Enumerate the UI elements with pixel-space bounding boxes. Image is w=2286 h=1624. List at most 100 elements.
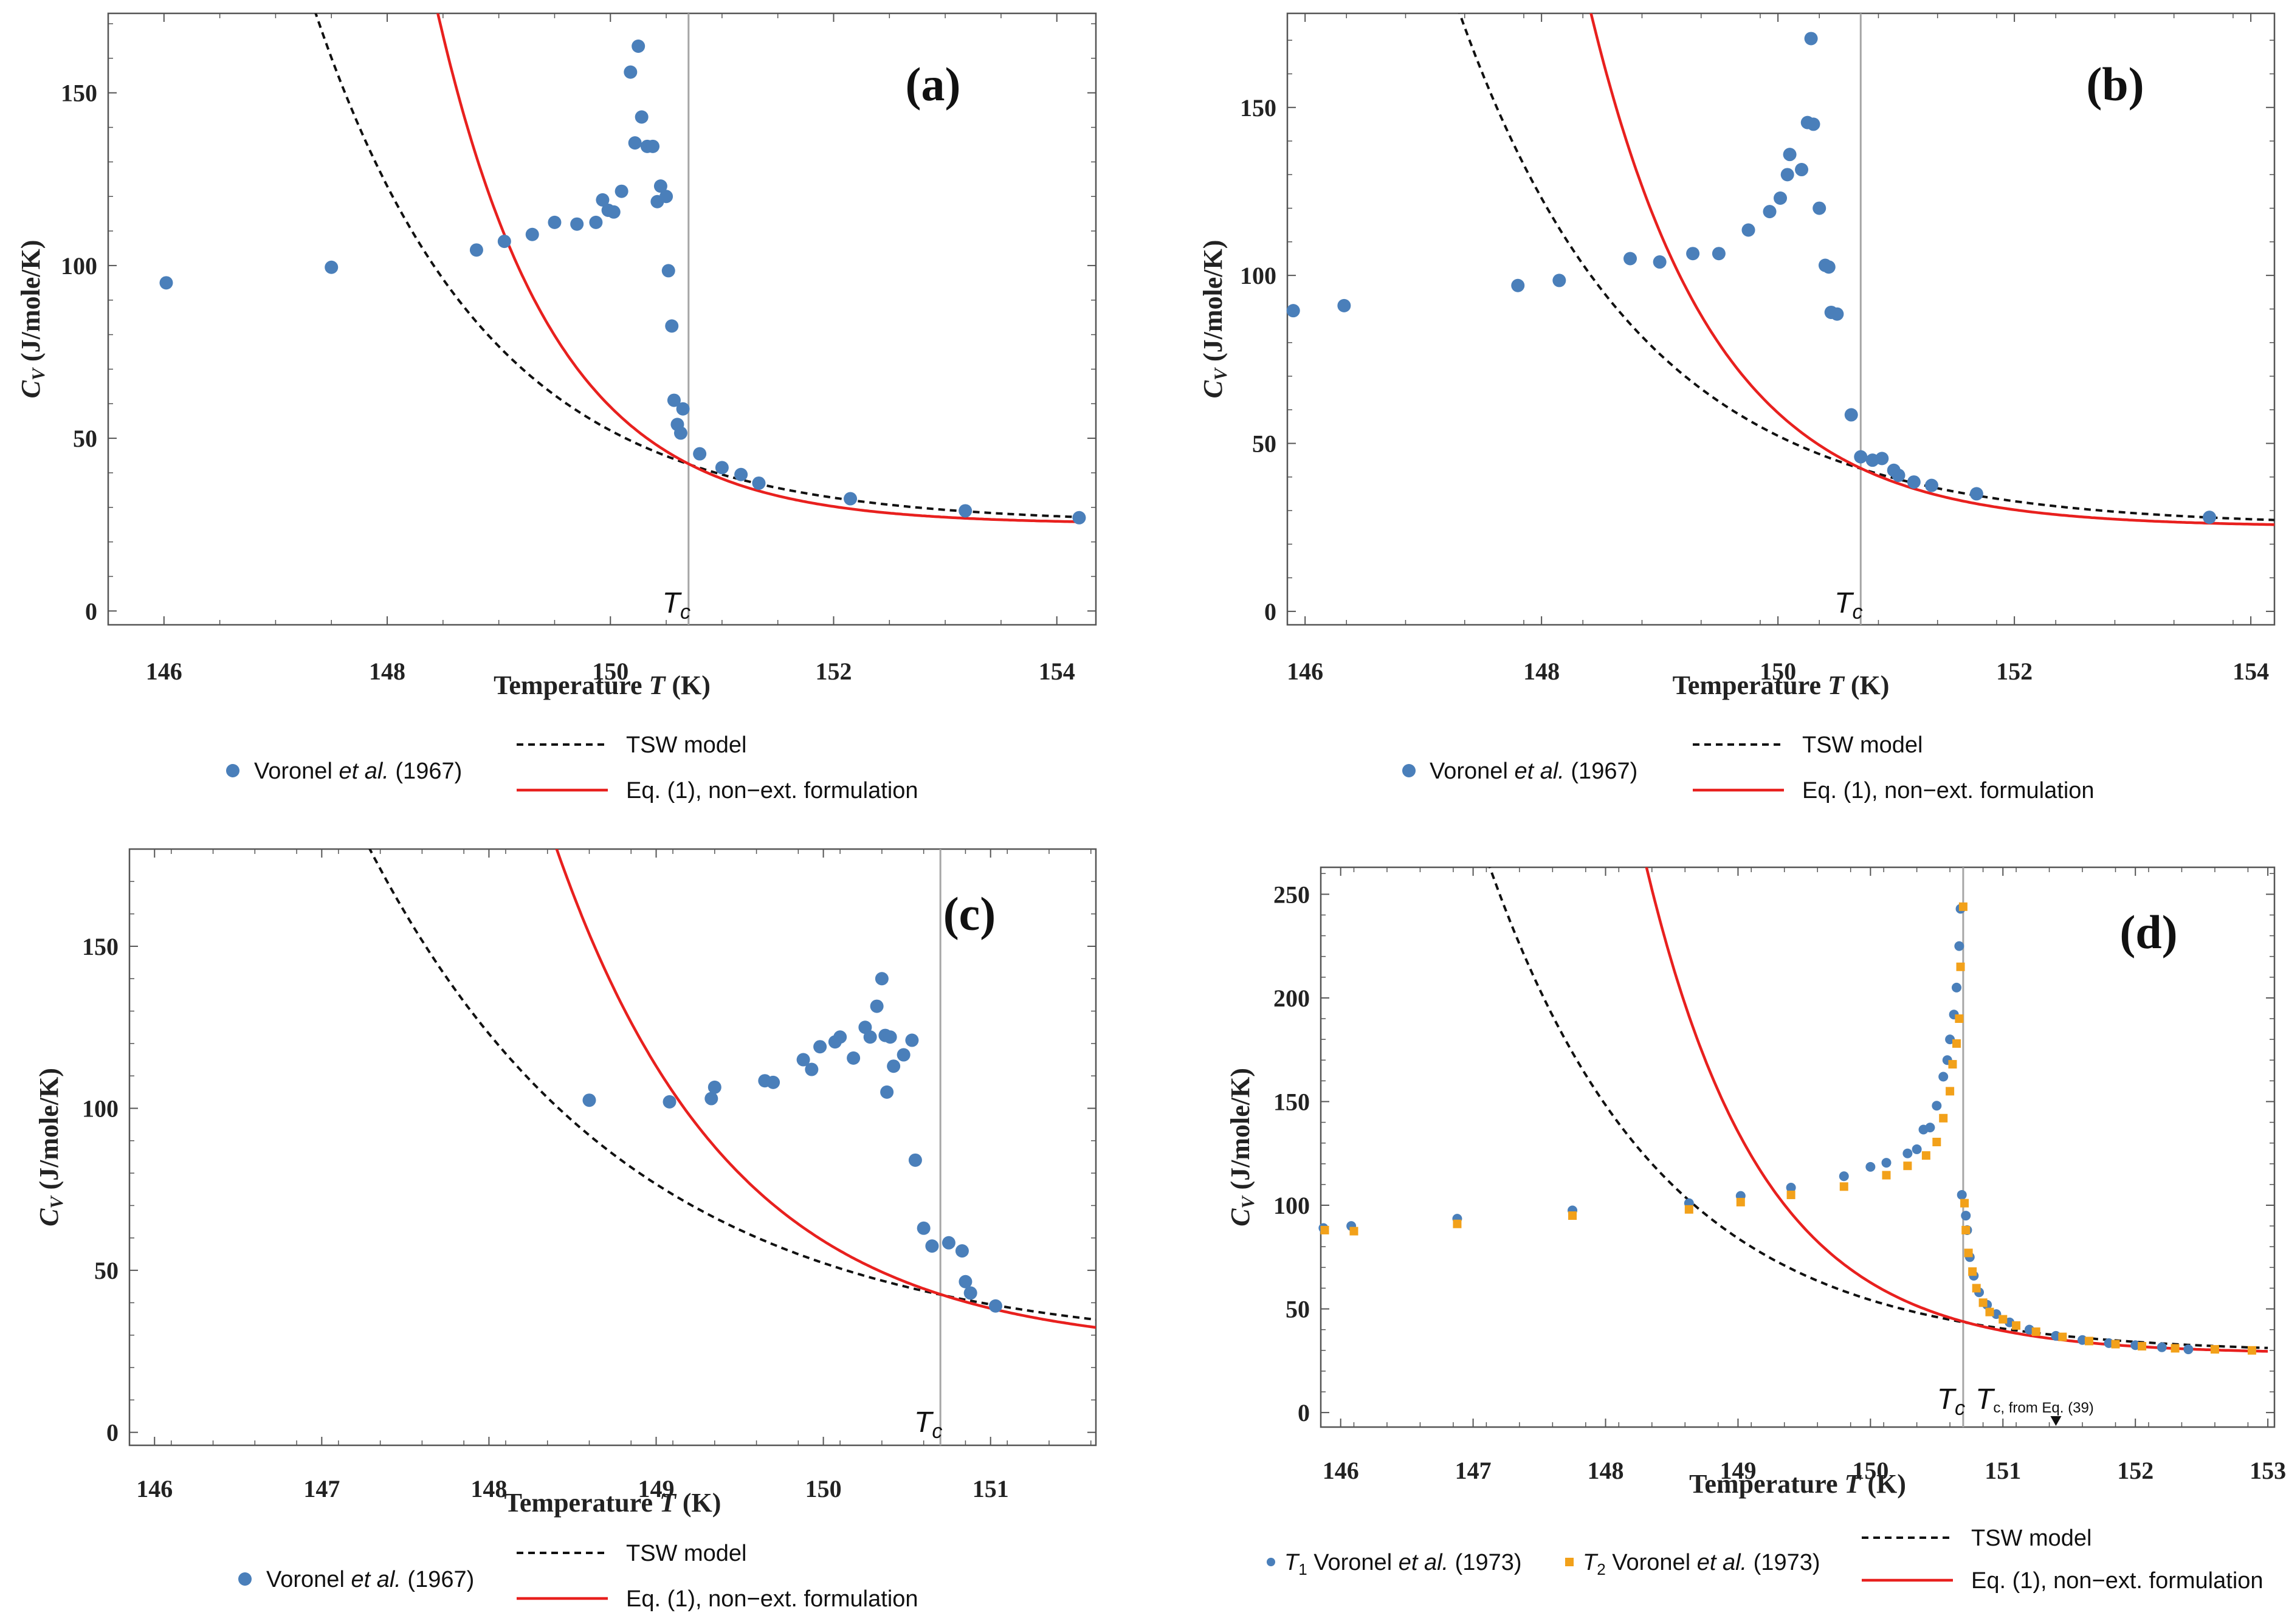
x-tick-label: 152 xyxy=(1996,658,2033,685)
data-point xyxy=(653,179,667,193)
data-point xyxy=(1072,511,1086,525)
data-point-t2 xyxy=(1453,1219,1462,1228)
data-point-t1 xyxy=(1786,1183,1796,1193)
y-tick-label: 100 xyxy=(1240,262,1276,289)
data-point-t2 xyxy=(1921,1151,1930,1160)
data-point xyxy=(897,1048,911,1062)
y-tick-label: 100 xyxy=(1273,1192,1310,1219)
data-point xyxy=(1875,452,1889,466)
x-tick-label: 148 xyxy=(470,1475,507,1502)
panel-label: (d) xyxy=(2119,906,2177,958)
y-tick-label: 0 xyxy=(106,1419,119,1447)
data-point xyxy=(796,1053,810,1067)
y-tick-label: 50 xyxy=(1286,1296,1310,1323)
x-tick-label: 148 xyxy=(1588,1457,1624,1484)
data-point-t2 xyxy=(1932,1137,1941,1146)
data-point-t2 xyxy=(1968,1267,1977,1276)
data-point xyxy=(1783,148,1797,162)
data-point-t2 xyxy=(2012,1321,2021,1330)
data-point xyxy=(1337,298,1351,312)
data-point-t1 xyxy=(1938,1072,1949,1082)
data-point-t1 xyxy=(1961,1211,1971,1221)
data-point xyxy=(1623,252,1637,266)
data-point-t2 xyxy=(1568,1211,1577,1220)
data-point xyxy=(1806,117,1820,131)
data-point xyxy=(1844,408,1858,422)
data-point-t2 xyxy=(1786,1190,1795,1199)
plot-frame xyxy=(128,848,1097,1447)
eq1-curve xyxy=(1589,13,2274,526)
x-axis-title: Temperature T (K) xyxy=(1689,1469,1906,1499)
x-tick-label: 146 xyxy=(1287,658,1323,685)
data-point xyxy=(887,1059,901,1073)
y-tick-label: 0 xyxy=(1264,598,1276,625)
data-point-t1 xyxy=(1952,982,1961,993)
data-point xyxy=(570,217,584,231)
data-point-t2 xyxy=(1903,1161,1912,1171)
legend-label-eq1: Eq. (1), non−ext. formulation xyxy=(626,778,918,803)
data-point xyxy=(661,264,675,278)
data-point xyxy=(870,999,884,1013)
data-point-t1 xyxy=(2183,1344,2194,1355)
data-point xyxy=(715,461,729,475)
data-point xyxy=(847,1051,861,1065)
data-point xyxy=(1804,32,1818,46)
x-tick-label: 148 xyxy=(369,658,405,685)
data-point xyxy=(813,1040,827,1054)
data-point xyxy=(1763,205,1777,219)
legend-dot-marker xyxy=(226,764,239,777)
x-tick-label: 150 xyxy=(592,658,628,685)
data-point xyxy=(1907,475,1921,489)
data-point xyxy=(1924,478,1938,492)
data-point xyxy=(1830,307,1844,321)
x-tick-label: 147 xyxy=(303,1475,340,1502)
data-point-t2 xyxy=(1952,1039,1961,1048)
legend: Voronel et al. (1967) TSW model Eq. (1), n… xyxy=(238,1541,918,1612)
y-tick-label: 100 xyxy=(61,252,97,280)
data-point xyxy=(665,319,679,333)
data-point xyxy=(805,1062,819,1076)
data-point xyxy=(2203,511,2217,525)
x-axis-title: Temperature T (K) xyxy=(494,670,711,700)
tc-eq39-arrow xyxy=(2050,1416,2062,1426)
data-point-t2 xyxy=(1958,902,1968,911)
y-axis-title: CV (J/mole/K) xyxy=(1198,240,1231,399)
data-point xyxy=(1854,450,1868,464)
data-point-t2 xyxy=(2171,1344,2180,1353)
data-point xyxy=(925,1239,939,1253)
data-point-t2 xyxy=(1939,1113,1948,1123)
data-point xyxy=(632,39,646,53)
data-point xyxy=(942,1236,955,1250)
data-point xyxy=(1892,469,1906,483)
tc-label: Tc xyxy=(1834,587,1862,624)
plot-frame xyxy=(1286,12,2276,626)
y-tick-label: 150 xyxy=(61,80,97,107)
data-point-t1 xyxy=(1839,1171,1849,1182)
tsw-model-curve xyxy=(1489,867,2268,1349)
data-point-t2 xyxy=(1736,1197,1745,1206)
x-tick-label: 150 xyxy=(805,1475,842,1502)
tc-label: Tc xyxy=(1937,1383,1965,1420)
data-point xyxy=(752,476,766,490)
panel-label: (b) xyxy=(2086,58,2144,111)
legend-label-tsw: TSW model xyxy=(626,732,746,758)
y-axis-title: CV (J/mole/K) xyxy=(1225,1068,1258,1227)
x-tick-label: 153 xyxy=(2250,1457,2286,1484)
y-tick-label: 50 xyxy=(73,425,97,452)
y-tick-label: 250 xyxy=(1273,881,1310,908)
data-point xyxy=(734,467,748,481)
eq1-curve xyxy=(555,849,1096,1329)
data-point xyxy=(1511,278,1525,292)
legend-dot-marker xyxy=(1267,1558,1275,1566)
data-point xyxy=(988,1299,1002,1313)
data-point xyxy=(844,492,858,506)
data-point xyxy=(1686,247,1700,261)
data-point-t2 xyxy=(1684,1205,1693,1214)
data-point xyxy=(917,1221,931,1235)
data-point xyxy=(959,504,973,518)
data-point xyxy=(628,136,642,150)
tc-label: Tc xyxy=(914,1406,942,1443)
y-tick-label: 50 xyxy=(1252,430,1276,458)
data-point xyxy=(1653,255,1667,269)
